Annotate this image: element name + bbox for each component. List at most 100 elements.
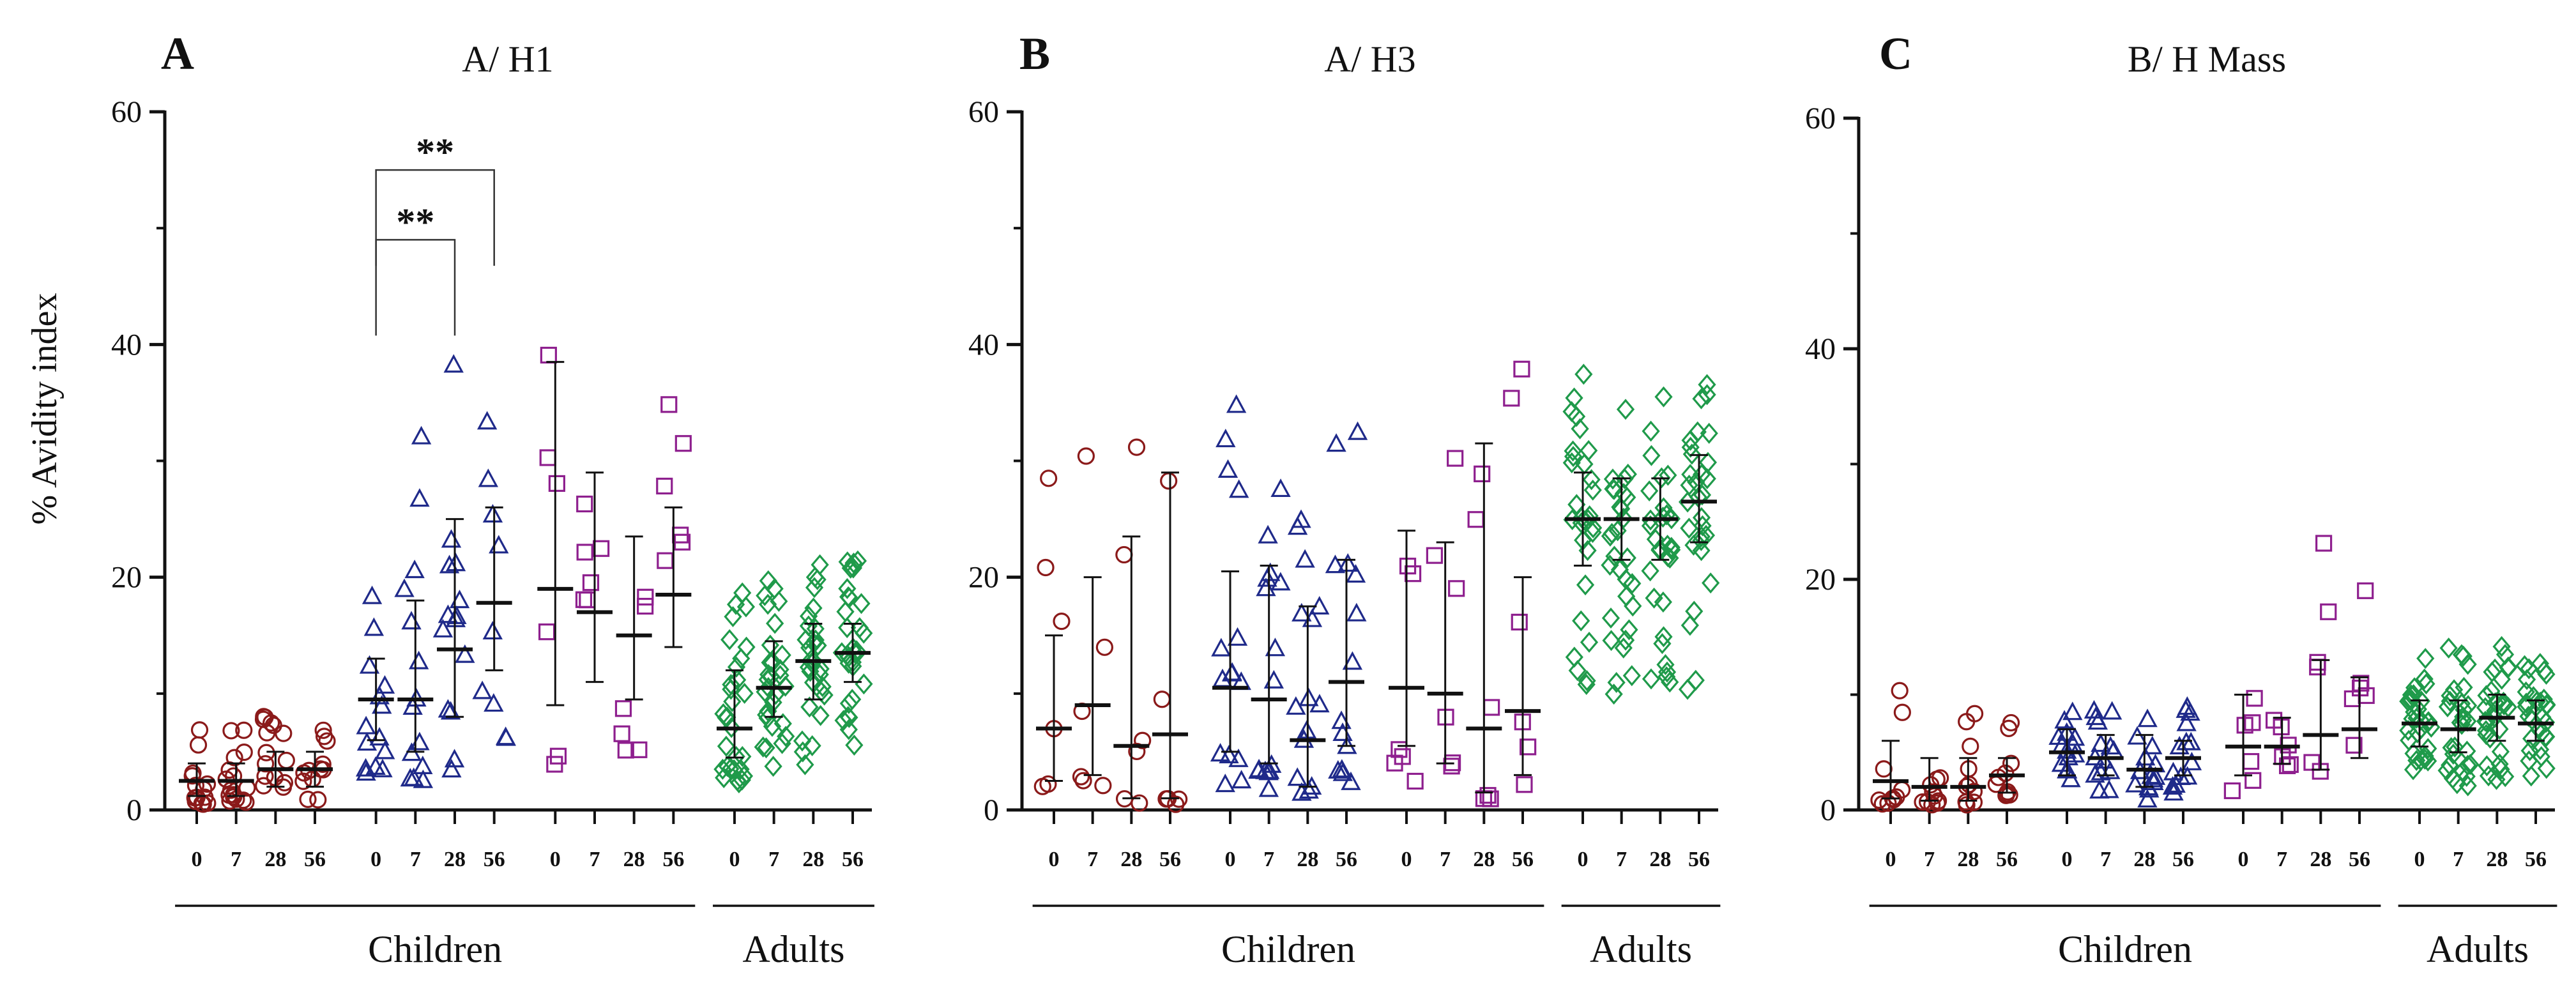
data-point [1127, 438, 1146, 456]
data-point [2495, 694, 2513, 715]
data-point [1095, 638, 1113, 656]
data-point [187, 776, 205, 795]
data-point [2162, 776, 2183, 795]
data-point [1681, 436, 1700, 458]
data-point [1958, 796, 1976, 814]
data-point [1658, 661, 1677, 683]
data-point [1474, 465, 1491, 482]
data-point [1685, 600, 1703, 622]
panel-title-a: A/ H1 [462, 38, 553, 80]
data-point [2099, 779, 2119, 798]
data-point [1215, 774, 1235, 793]
data-point [356, 715, 376, 735]
data-point [800, 696, 819, 718]
data-point [1640, 480, 1659, 501]
y-tick-label: 60 [111, 95, 142, 129]
data-point [2320, 603, 2337, 620]
data-point [2407, 750, 2426, 771]
series-diamond [713, 550, 873, 794]
data-point [839, 719, 858, 740]
data-point [839, 692, 858, 714]
data-point [546, 756, 563, 773]
data-point [1511, 613, 1528, 631]
x-tick-label: 7 [1924, 848, 1935, 871]
data-point [2061, 768, 2081, 788]
data-point [774, 713, 792, 735]
x-tick-label: 0 [2414, 848, 2425, 871]
data-point [674, 435, 692, 452]
data-point [1642, 668, 1661, 690]
x-tick-label: 7 [768, 848, 779, 871]
series-triangle [1210, 394, 1368, 801]
data-point [723, 691, 742, 712]
data-point [1257, 568, 1277, 587]
data-point [759, 570, 777, 591]
data-point [294, 772, 312, 790]
data-point [372, 695, 392, 714]
data-point [617, 742, 634, 759]
data-point [722, 674, 740, 696]
data-point [754, 736, 772, 758]
data-point [764, 756, 782, 777]
x-tick-label: 56 [2349, 848, 2370, 871]
data-point [2517, 669, 2536, 691]
y-tick-label: 20 [968, 561, 999, 595]
data-point [656, 477, 673, 495]
data-point [813, 676, 832, 698]
data-point [394, 578, 415, 597]
data-point [1072, 768, 1090, 786]
data-point [2536, 712, 2556, 733]
data-point [374, 675, 395, 694]
data-point [1654, 626, 1673, 648]
data-point [852, 593, 871, 614]
data-point [1576, 574, 1595, 596]
data-point [1256, 577, 1276, 597]
data-point [2352, 675, 2370, 692]
x-tick-label: 0 [2062, 848, 2073, 871]
data-point [2490, 753, 2509, 775]
data-point [1332, 762, 1353, 781]
data-point [2479, 765, 2498, 787]
data-point [834, 710, 853, 731]
data-point [1292, 602, 1312, 622]
data-point [736, 596, 756, 618]
series-triangle [2048, 696, 2202, 808]
data-point [1520, 738, 1537, 756]
data-point [1642, 420, 1660, 442]
data-point [1341, 771, 1361, 790]
group-label-adults: Adults [742, 928, 844, 970]
data-point [2476, 720, 2496, 742]
data-point [796, 629, 815, 651]
group-label-children: Children [1221, 928, 1355, 970]
significance-bracket-line [375, 239, 456, 336]
data-point [1693, 484, 1712, 506]
data-point [796, 754, 814, 775]
x-tick-label: 28 [623, 848, 645, 871]
data-point [1617, 586, 1636, 607]
data-point [2180, 702, 2200, 721]
data-point [841, 557, 860, 579]
data-point [1227, 627, 1248, 646]
data-point [1077, 447, 1095, 465]
data-point [799, 606, 818, 627]
data-point [1565, 387, 1583, 409]
data-point [257, 755, 275, 773]
data-point [262, 714, 280, 732]
x-tick-label: 28 [1957, 848, 1979, 871]
data-point [1698, 374, 1716, 395]
data-point [1577, 674, 1596, 695]
data-point [1265, 637, 1286, 657]
data-point [1578, 670, 1596, 692]
data-point [1662, 508, 1681, 530]
data-point [805, 567, 825, 588]
data-point [2244, 772, 2262, 789]
data-point [1503, 390, 1520, 407]
data-point [1216, 429, 1236, 448]
data-point [1601, 554, 1619, 576]
x-tick-label: 56 [1688, 848, 1710, 871]
data-point [1891, 682, 1909, 699]
data-point [225, 749, 243, 767]
data-point [1134, 731, 1152, 749]
data-point [404, 767, 424, 786]
